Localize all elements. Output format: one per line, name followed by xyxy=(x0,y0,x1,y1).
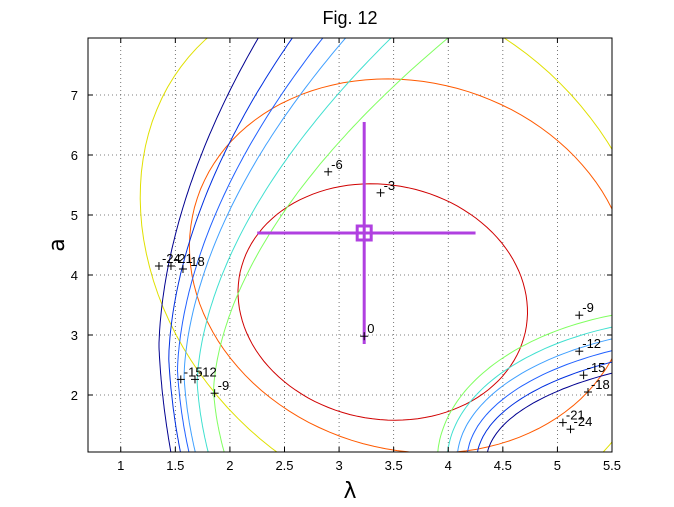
y-tick-label: 2 xyxy=(71,388,78,403)
contour-label: -15 xyxy=(184,364,203,379)
contour-line-right xyxy=(437,314,612,452)
x-tick-label: 4.5 xyxy=(494,458,512,473)
contour-label: -3 xyxy=(384,178,396,193)
chart-title: Fig. 12 xyxy=(322,8,377,28)
plot-frame xyxy=(87,37,613,453)
contour-label: -18 xyxy=(591,377,610,392)
contour-line xyxy=(176,38,324,452)
contour-line-right xyxy=(447,326,612,452)
contour-lines xyxy=(139,38,612,452)
y-tick-label: 7 xyxy=(71,88,78,103)
optimum-marker xyxy=(257,122,476,344)
x-tick-label: 5 xyxy=(554,458,561,473)
contour-line xyxy=(188,78,612,452)
contour-line xyxy=(212,38,449,452)
contour-label: -12 xyxy=(582,336,601,351)
contour-label: -21 xyxy=(566,408,585,423)
contour-line-right xyxy=(467,350,612,452)
contour-line xyxy=(196,38,392,452)
contour-line xyxy=(168,38,294,452)
contour-line-right xyxy=(457,338,612,452)
contour-labels: 0-3-6-9-12-15-18-21-24-9-12-15-18-21-24 xyxy=(154,157,610,434)
contour-line xyxy=(158,38,259,452)
contour-label: -18 xyxy=(186,254,205,269)
contour-label: -12 xyxy=(198,364,217,379)
x-tick-label: 3.5 xyxy=(385,458,403,473)
x-tick-label: 5.5 xyxy=(603,458,621,473)
y-tick-label: 5 xyxy=(71,208,78,223)
y-axis-label: a xyxy=(45,238,70,251)
contour-label: 0 xyxy=(367,321,374,336)
axis-ticks: 1 1.5 2 2.5 3 3.5 4 4.5 5 5.5 2 3 4 5 6 7 xyxy=(71,38,621,473)
contour-line-right xyxy=(487,372,612,452)
contour-line xyxy=(139,38,612,452)
contour-label: -9 xyxy=(218,378,230,393)
grid-lines xyxy=(88,38,613,452)
x-tick-label: 3 xyxy=(335,458,342,473)
contour-label: -9 xyxy=(582,300,594,315)
contour-label: -15 xyxy=(587,360,606,375)
contour-line-right xyxy=(477,361,612,452)
y-tick-label: 4 xyxy=(71,268,78,283)
x-tick-label: 2 xyxy=(226,458,233,473)
contour-label: -24 xyxy=(162,251,181,266)
optimum-square xyxy=(355,224,373,242)
x-axis-label: λ xyxy=(343,479,356,504)
y-tick-label: 6 xyxy=(71,148,78,163)
x-tick-label: 4 xyxy=(445,458,452,473)
x-tick-label: 2.5 xyxy=(275,458,293,473)
x-tick-label: 1.5 xyxy=(166,458,184,473)
contour-label: -6 xyxy=(331,157,343,172)
y-tick-label: 3 xyxy=(71,328,78,343)
contour-line xyxy=(237,183,529,421)
contour-line xyxy=(183,38,347,452)
x-tick-label: 1 xyxy=(117,458,124,473)
contour-label: -24 xyxy=(574,414,593,429)
contour-label: -21 xyxy=(174,251,193,266)
